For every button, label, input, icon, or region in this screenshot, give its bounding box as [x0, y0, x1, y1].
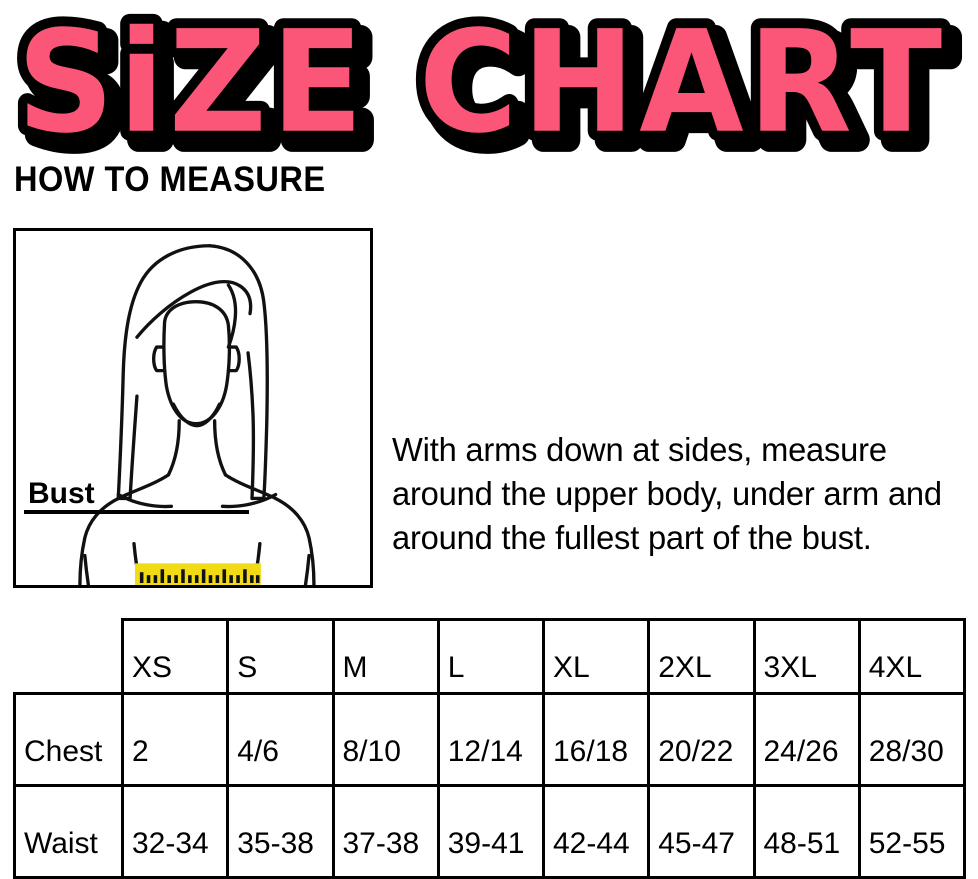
face-outline [162, 300, 232, 426]
ear-right [226, 345, 241, 373]
cell-chest-xl: 16/18 [541, 692, 651, 787]
arm-right-inner [303, 553, 311, 585]
table-header-2xl: 2XL [647, 618, 756, 695]
table-header-row: XS S M L XL 2XL 3XL 4XL [15, 618, 967, 695]
shoulder-right [223, 473, 316, 585]
cell-chest-2xl: 20/22 [647, 692, 756, 787]
bangs-part [226, 283, 238, 349]
table-header-s: S [226, 618, 335, 695]
collarbone-right [220, 492, 278, 509]
table-header-xs: XS [120, 618, 230, 695]
cell-chest-4xl: 28/30 [857, 692, 967, 787]
arm-left-inner [83, 553, 91, 585]
measurement-illustration [13, 228, 373, 588]
table-header-4xl: 4XL [857, 618, 967, 695]
cell-waist-xs: 32-34 [120, 784, 230, 879]
size-table: XS S M L XL 2XL 3XL 4XL Chest 2 4/6 8/10… [13, 618, 967, 879]
cell-chest-xs: 2 [120, 692, 230, 787]
bangs-sweep [135, 279, 253, 339]
table-row-waist: Waist 32-34 35-38 37-38 39-41 42-44 45-4… [13, 784, 967, 879]
tape-ticks [139, 569, 260, 584]
size-table-container: XS S M L XL 2XL 3XL 4XL Chest 2 4/6 8/10… [13, 618, 967, 879]
row-label-chest: Chest [13, 692, 124, 787]
row-label-waist: Waist [13, 784, 124, 879]
cell-chest-m: 8/10 [331, 692, 440, 787]
cell-waist-xl: 42-44 [541, 784, 651, 879]
title-fill-layer: SiZE CHART [17, 0, 947, 155]
table-corner-cell [15, 620, 123, 694]
measure-instructions: With arms down at sides, measure around … [392, 431, 942, 556]
cell-waist-2xl: 45-47 [647, 784, 756, 879]
table-header-m: M [331, 618, 440, 695]
cell-chest-3xl: 24/26 [752, 692, 861, 787]
cell-waist-s: 35-38 [226, 784, 335, 879]
neck-left [166, 419, 181, 477]
hair-right [208, 244, 269, 501]
title-shadow-layer: SiZE CHART [26, 9, 956, 155]
shoulder-left [78, 473, 171, 585]
cell-chest-s: 4/6 [226, 692, 335, 787]
measuring-tape [134, 563, 261, 585]
table-row-chest: Chest 2 4/6 8/10 12/14 16/18 20/22 24/26… [13, 692, 967, 787]
jaw-line [171, 402, 222, 428]
cell-waist-3xl: 48-51 [752, 784, 861, 879]
table-header-l: L [436, 618, 546, 695]
page-title: SiZE CHART SiZE CHART [0, 0, 978, 155]
table-header-3xl: 3XL [752, 618, 861, 695]
female-torso-figure [78, 244, 316, 585]
cell-waist-4xl: 52-55 [857, 784, 967, 879]
neck-right [212, 419, 228, 477]
cell-waist-m: 37-38 [331, 784, 440, 879]
size-chart-title-art: SiZE CHART SiZE CHART [7, 0, 963, 155]
hair-left [116, 244, 212, 501]
collarbone-left [116, 492, 174, 509]
cell-waist-l: 39-41 [436, 784, 546, 879]
torso-side-right [252, 542, 262, 585]
how-to-measure-heading: HOW TO MEASURE [14, 160, 326, 199]
torso-side-left [132, 542, 142, 585]
table-header-xl: XL [541, 618, 651, 695]
cell-chest-l: 12/14 [436, 692, 546, 787]
ear-left [151, 345, 167, 373]
